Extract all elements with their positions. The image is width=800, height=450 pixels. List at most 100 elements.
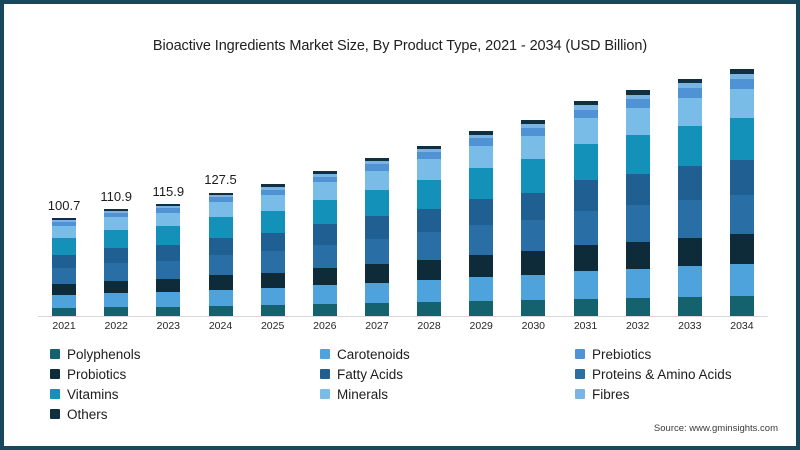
bar-column-2032[interactable] <box>625 90 650 316</box>
bar-segment-minerals[interactable] <box>417 159 442 180</box>
bar-segment-fatty-acids[interactable] <box>677 166 702 200</box>
bar-segment-fatty-acids[interactable] <box>312 224 337 245</box>
bar-column-2023[interactable]: 115.9 <box>153 184 184 316</box>
bar-segment-others[interactable] <box>208 192 233 195</box>
bar-segment-fatty-acids[interactable] <box>469 199 494 226</box>
bar-segment-minerals[interactable] <box>469 145 494 168</box>
bar-segment-others[interactable] <box>469 130 494 135</box>
bar-segment-polyphenols[interactable] <box>521 300 546 316</box>
bar-column-2026[interactable] <box>312 170 337 316</box>
bar-segment-fatty-acids[interactable] <box>625 173 650 206</box>
bar-segment-polyphenols[interactable] <box>104 307 129 316</box>
bar-segment-probiotics[interactable] <box>677 237 702 267</box>
bar-segment-vitamins[interactable] <box>677 126 702 167</box>
bar-segment-minerals[interactable] <box>364 170 389 190</box>
bar-segment-polyphenols[interactable] <box>312 304 337 316</box>
bar-segment-vitamins[interactable] <box>364 189 389 217</box>
bar-segment-proteins-amino-acids[interactable] <box>156 260 181 279</box>
legend-item-prebiotics[interactable]: Prebiotics <box>575 344 770 364</box>
bar-segment-fibres[interactable] <box>156 206 181 209</box>
bar-segment-others[interactable] <box>521 120 546 125</box>
bar-segment-prebiotics[interactable] <box>469 138 494 146</box>
bar-segment-proteins-amino-acids[interactable] <box>417 232 442 260</box>
bar-segment-others[interactable] <box>625 90 650 95</box>
bar-segment-prebiotics[interactable] <box>364 164 389 171</box>
bar-segment-prebiotics[interactable] <box>625 99 650 109</box>
bar-segment-carotenoids[interactable] <box>677 266 702 298</box>
bar-segment-probiotics[interactable] <box>521 251 546 275</box>
bar-segment-vitamins[interactable] <box>521 159 546 193</box>
bar-column-2022[interactable]: 110.9 <box>100 189 132 316</box>
bar-segment-fatty-acids[interactable] <box>208 238 233 256</box>
bar-segment-others[interactable] <box>729 68 754 74</box>
bar-column-2028[interactable] <box>417 145 442 316</box>
legend-item-proteins-amino-acids[interactable]: Proteins & Amino Acids <box>575 364 770 384</box>
bar-segment-fibres[interactable] <box>104 210 129 213</box>
bar-segment-others[interactable] <box>260 184 285 187</box>
bar-segment-minerals[interactable] <box>208 202 233 218</box>
bar-segment-minerals[interactable] <box>729 88 754 119</box>
bar-segment-probiotics[interactable] <box>573 244 598 271</box>
bar-segment-polyphenols[interactable] <box>573 298 598 316</box>
bar-segment-carotenoids[interactable] <box>625 268 650 298</box>
bar-segment-polyphenols[interactable] <box>729 296 754 316</box>
bar-segment-carotenoids[interactable] <box>52 295 77 309</box>
bar-segment-fibres[interactable] <box>364 161 389 165</box>
bar-segment-fibres[interactable] <box>469 134 494 139</box>
bar-segment-others[interactable] <box>677 78 702 84</box>
bar-segment-carotenoids[interactable] <box>521 274 546 301</box>
bar-column-2025[interactable] <box>260 184 285 316</box>
bar-segment-minerals[interactable] <box>521 135 546 160</box>
bar-segment-polyphenols[interactable] <box>677 297 702 316</box>
bar-segment-polyphenols[interactable] <box>156 307 181 316</box>
bar-segment-prebiotics[interactable] <box>729 78 754 89</box>
bar-segment-others[interactable] <box>312 170 337 174</box>
bar-segment-fibres[interactable] <box>260 186 285 190</box>
bar-segment-minerals[interactable] <box>52 226 77 238</box>
bar-segment-others[interactable] <box>156 203 181 207</box>
bar-segment-others[interactable] <box>417 145 442 149</box>
bar-segment-fatty-acids[interactable] <box>417 208 442 233</box>
bar-segment-minerals[interactable] <box>260 194 285 211</box>
bar-segment-proteins-amino-acids[interactable] <box>260 251 285 273</box>
bar-segment-vitamins[interactable] <box>156 226 181 246</box>
bar-segment-prebiotics[interactable] <box>156 208 181 213</box>
bar-segment-minerals[interactable] <box>625 108 650 136</box>
bar-segment-carotenoids[interactable] <box>312 285 337 305</box>
legend-item-vitamins[interactable]: Vitamins <box>50 384 320 404</box>
bar-segment-carotenoids[interactable] <box>156 292 181 307</box>
bar-segment-fatty-acids[interactable] <box>364 216 389 239</box>
bar-segment-minerals[interactable] <box>677 97 702 126</box>
bar-segment-fibres[interactable] <box>208 194 233 198</box>
bar-segment-proteins-amino-acids[interactable] <box>469 225 494 255</box>
bar-segment-carotenoids[interactable] <box>729 264 754 297</box>
bar-segment-fatty-acids[interactable] <box>52 254 77 269</box>
bar-column-2030[interactable] <box>521 120 546 316</box>
bar-segment-prebiotics[interactable] <box>677 88 702 98</box>
bar-segment-prebiotics[interactable] <box>573 109 598 119</box>
bar-column-2021[interactable]: 100.7 <box>48 198 80 316</box>
bar-segment-fatty-acids[interactable] <box>573 180 598 211</box>
bar-column-2029[interactable] <box>469 130 494 316</box>
bar-segment-prebiotics[interactable] <box>417 152 442 160</box>
bar-segment-fibres[interactable] <box>52 220 77 223</box>
legend-item-probiotics[interactable]: Probiotics <box>50 364 320 384</box>
bar-segment-proteins-amino-acids[interactable] <box>729 194 754 235</box>
bar-segment-polyphenols[interactable] <box>364 303 389 316</box>
bar-segment-fatty-acids[interactable] <box>260 232 285 252</box>
bar-segment-carotenoids[interactable] <box>573 270 598 299</box>
bar-segment-proteins-amino-acids[interactable] <box>625 205 650 242</box>
bar-segment-proteins-amino-acids[interactable] <box>677 199 702 238</box>
bar-segment-minerals[interactable] <box>573 118 598 144</box>
bar-segment-polyphenols[interactable] <box>260 305 285 316</box>
bar-segment-polyphenols[interactable] <box>625 297 650 316</box>
bar-segment-carotenoids[interactable] <box>260 288 285 306</box>
bar-segment-probiotics[interactable] <box>625 241 650 269</box>
bar-column-2024[interactable]: 127.5 <box>204 172 237 316</box>
bar-segment-minerals[interactable] <box>312 182 337 200</box>
bar-segment-proteins-amino-acids[interactable] <box>573 210 598 245</box>
bar-segment-probiotics[interactable] <box>729 234 754 265</box>
bar-segment-prebiotics[interactable] <box>521 128 546 136</box>
bar-segment-polyphenols[interactable] <box>52 308 77 316</box>
bar-segment-polyphenols[interactable] <box>208 306 233 316</box>
